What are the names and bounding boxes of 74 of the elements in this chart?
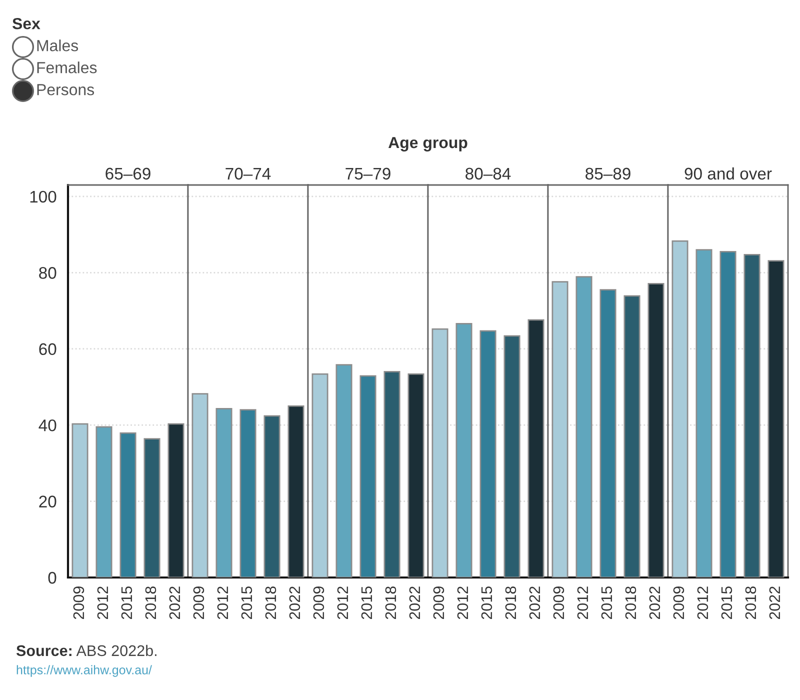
x-tick-label: 2009	[313, 586, 324, 620]
chart-title: 80–84	[466, 168, 511, 180]
text: https://www.aihw.gov.au/	[16, 665, 152, 677]
chart-title: 70–74	[226, 168, 271, 180]
y-tick-label: 80	[39, 267, 56, 279]
bar	[528, 319, 544, 578]
x-tick-label: 2018	[265, 586, 276, 620]
x-tick-label: 2022	[769, 586, 780, 620]
category-label: Females	[37, 62, 97, 74]
x-tick-label: 2009	[433, 586, 444, 620]
category-label: Persons	[37, 84, 94, 96]
bar	[576, 276, 592, 578]
category-label: Males	[37, 40, 78, 52]
bar	[408, 373, 424, 578]
chart-title: 65–69	[106, 168, 150, 180]
x-tick-label: 2015	[241, 586, 252, 620]
bar	[456, 323, 472, 578]
x-tick-label: 2015	[601, 586, 612, 620]
x-tick-label: 2022	[289, 586, 300, 620]
y-tick-label: 40	[38, 419, 56, 432]
x-tick-label: 2015	[721, 586, 732, 620]
bar	[120, 432, 136, 578]
y-tick-label: 100	[30, 190, 56, 203]
source-note: Source: ABS 2022b.	[16, 644, 156, 656]
text: Age group	[388, 137, 468, 152]
bar	[264, 415, 280, 578]
x-tick-label: 2012	[697, 586, 708, 620]
bar	[96, 426, 112, 578]
chart-title: 85–89	[586, 168, 630, 180]
bar	[288, 405, 304, 578]
bar	[432, 328, 448, 578]
x-tick-label: 2018	[625, 586, 636, 620]
x-tick-label: 2009	[553, 586, 564, 620]
y-tick-label: 60	[39, 343, 56, 356]
x-tick-label: 2009	[193, 586, 204, 620]
y-tick-label: 20	[39, 496, 56, 508]
chart-title: 90 and over	[684, 167, 772, 180]
x-tick-label: 2018	[145, 586, 156, 620]
bar	[216, 408, 232, 578]
x-tick-label: 2022	[409, 586, 420, 620]
bar	[144, 438, 160, 578]
chart-title: 75–79	[346, 168, 390, 180]
x-tick-label: 2009	[73, 586, 84, 620]
x-tick-label: 2015	[361, 586, 372, 620]
bar	[192, 393, 208, 578]
x-tick-label: 2015	[481, 586, 492, 620]
x-tick-label: 2012	[97, 586, 108, 620]
x-tick-label: 2012	[217, 586, 228, 620]
bar	[312, 373, 328, 578]
bar	[552, 281, 568, 578]
y-tick-label: 0	[48, 572, 56, 584]
x-tick-label: 2012	[337, 586, 348, 620]
text: Sex	[12, 18, 40, 30]
bar	[480, 330, 496, 578]
x-tick-label: 2009	[673, 586, 684, 620]
bar	[168, 423, 184, 578]
bar	[360, 375, 376, 578]
bar	[600, 289, 616, 578]
bar	[240, 409, 256, 578]
bar	[624, 295, 640, 578]
x-tick-label: 2012	[457, 586, 468, 620]
bar	[648, 283, 664, 578]
x-tick-label: 2012	[577, 586, 588, 620]
x-tick-label: 2018	[385, 586, 396, 620]
x-tick-label: 2022	[169, 586, 180, 620]
x-tick-label: 2022	[649, 586, 660, 620]
bar	[336, 364, 352, 578]
x-tick-label: 2018	[745, 586, 756, 620]
bar	[504, 335, 520, 578]
x-tick-label: 2018	[505, 586, 516, 620]
x-tick-label: 2015	[121, 586, 132, 620]
bar	[384, 371, 400, 578]
bar	[72, 423, 88, 578]
x-tick-label: 2022	[529, 586, 540, 620]
